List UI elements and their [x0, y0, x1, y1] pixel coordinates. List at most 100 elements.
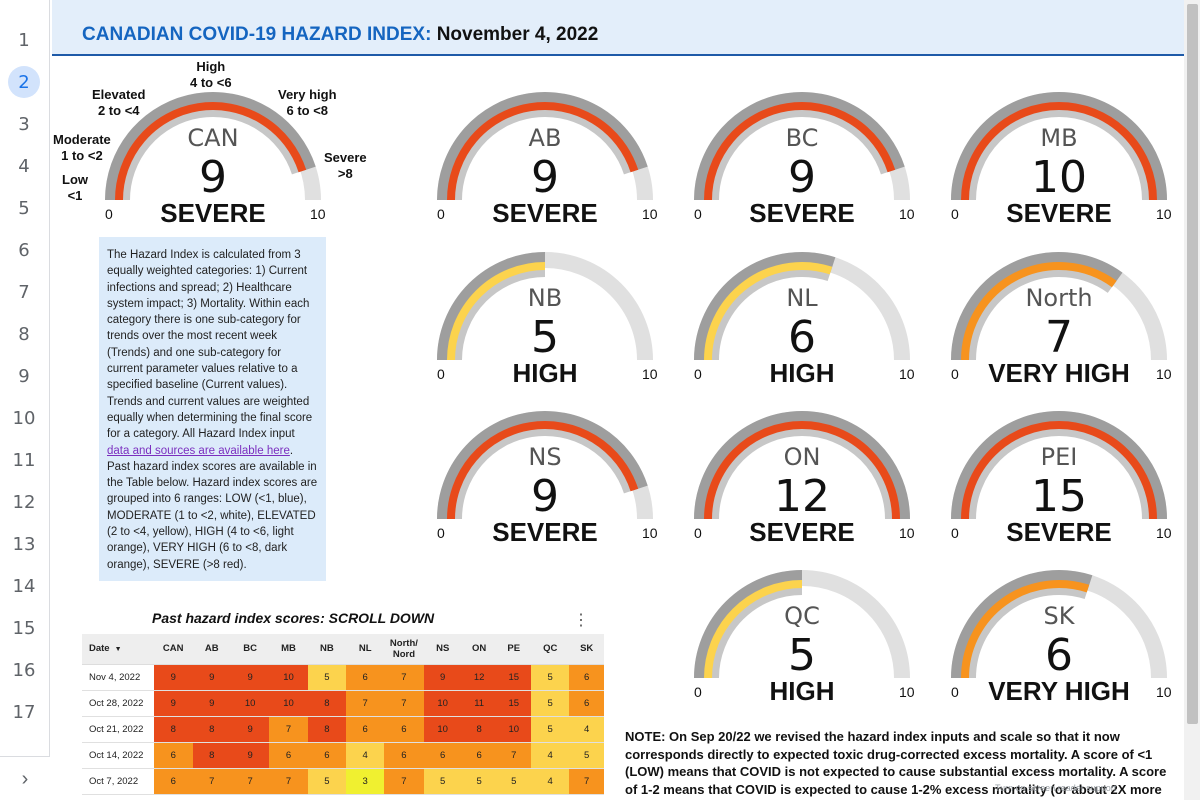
gauge-region-label: NB	[527, 284, 563, 312]
row-number-15[interactable]: 15	[12, 618, 36, 639]
gauge-max-label: 10	[899, 525, 915, 541]
column-header-sk[interactable]: SK	[569, 634, 604, 665]
column-header-date[interactable]: Date ▼	[82, 634, 154, 665]
score-cell	[230, 794, 270, 800]
date-cell: Oct 28, 2022	[82, 690, 154, 717]
row-number-5[interactable]: 5	[18, 198, 30, 219]
score-cell: 7	[569, 768, 604, 795]
row-number-2[interactable]: 2	[18, 72, 30, 93]
range-name: Moderate	[53, 132, 111, 147]
row-number-14[interactable]: 14	[12, 576, 36, 597]
gauge-track-inner	[709, 585, 803, 679]
row-number-6[interactable]: 6	[18, 240, 30, 261]
score-cell: 10	[423, 716, 462, 743]
row-number-12[interactable]: 12	[12, 492, 36, 513]
gauge-mb: MB 10 SEVERE 0 10	[944, 88, 1174, 248]
gauge-value-arc	[961, 580, 1090, 679]
row-number-11[interactable]: 11	[12, 450, 36, 471]
column-header-on[interactable]: ON	[461, 634, 497, 665]
score-cell: 9	[423, 664, 462, 691]
row-number-16[interactable]: 16	[12, 660, 36, 681]
gauge-hazard-level: HIGH	[769, 358, 835, 388]
score-cell: 8	[307, 690, 347, 717]
gauge-min-label: 0	[951, 206, 959, 222]
gauge-hazard-level: SEVERE	[492, 198, 598, 228]
score-cell: 4	[531, 768, 570, 795]
row-number-17[interactable]: 17	[12, 702, 36, 723]
gauge-hazard-level: HIGH	[769, 676, 835, 706]
column-header-nb[interactable]: NB	[307, 634, 347, 665]
gauge-track-inner	[452, 106, 634, 201]
score-cell: 4	[569, 716, 604, 743]
column-header-can[interactable]: CAN	[153, 634, 193, 665]
gauge-score-value: 5	[788, 630, 816, 681]
range-values: 1 to <2	[61, 148, 103, 163]
row-number-3[interactable]: 3	[18, 114, 30, 135]
gauge-track-outer	[951, 252, 1123, 361]
gauge-min-label: 0	[694, 684, 702, 700]
gauge-score-value: 10	[1031, 152, 1087, 203]
gauge-score-value: 12	[774, 471, 830, 522]
score-cell: 4	[531, 742, 570, 769]
gauge-region-label: MB	[1040, 124, 1078, 152]
row-number-1[interactable]: 1	[18, 30, 30, 51]
gauge-hazard-level: SEVERE	[749, 198, 855, 228]
row-number-9[interactable]: 9	[18, 366, 30, 387]
column-header-mb[interactable]: MB	[269, 634, 308, 665]
screen-reader-footer[interactable]: Turn on screen reader support	[995, 783, 1117, 793]
gauge-arc	[951, 92, 1167, 201]
gauge-region-label: CAN	[187, 124, 239, 152]
score-cell: 5	[531, 664, 570, 691]
column-header-bc[interactable]: BC	[230, 634, 270, 665]
score-cell: 8	[153, 716, 193, 743]
row-number-13[interactable]: 13	[12, 534, 36, 555]
vertical-scrollbar[interactable]	[1184, 0, 1200, 800]
score-cell: 5	[461, 768, 497, 795]
range-label-very-high: Very high 6 to <8	[278, 87, 337, 119]
score-cell: 7	[230, 768, 270, 795]
gauge-hazard-level: SEVERE	[160, 198, 266, 228]
score-cell: 6	[346, 716, 385, 743]
row-number-7[interactable]: 7	[18, 282, 30, 303]
data-sources-link[interactable]: data and sources are available here	[107, 444, 290, 457]
score-cell: 6	[346, 664, 385, 691]
gauge-track-inner	[452, 267, 546, 361]
row-number-8[interactable]: 8	[18, 324, 30, 345]
gauge-arc	[951, 252, 1167, 361]
gauge-track-inner	[709, 426, 895, 520]
gauge-value-arc	[961, 102, 1157, 201]
column-header-north-nord[interactable]: North/ Nord	[384, 634, 424, 665]
score-cell: 4	[346, 742, 385, 769]
score-cell: 5	[423, 768, 462, 795]
column-header-ns[interactable]: NS	[423, 634, 462, 665]
range-name: Severe	[324, 150, 367, 165]
gauge-score-value: 15	[1031, 471, 1087, 522]
column-header-ab[interactable]: AB	[192, 634, 231, 665]
gauge-arc	[694, 252, 910, 361]
gauge-score-value: 5	[531, 312, 559, 363]
gauge-score-value: 9	[531, 152, 559, 203]
gauge-score-value: 9	[788, 152, 816, 203]
expand-sidebar-button[interactable]: ›	[0, 756, 50, 800]
date-cell: Nov 4, 2022	[82, 664, 154, 691]
score-cell: 11	[461, 690, 497, 717]
score-cell: 9	[230, 716, 270, 743]
row-gutter: 1 2 3 4 5 6 7 8 9 10 11 12 13 14 15 16 17 ›	[0, 0, 50, 800]
sort-desc-icon[interactable]: ▼	[114, 646, 122, 654]
score-cell: 5	[531, 690, 570, 717]
range-label-severe: Severe >8	[324, 150, 367, 182]
column-header-nl[interactable]: NL	[346, 634, 385, 665]
gauge-on: ON 12 SEVERE 0 10	[687, 407, 917, 567]
column-header-qc[interactable]: QC	[531, 634, 570, 665]
row-number-4[interactable]: 4	[18, 156, 30, 177]
gauge-north: North 7 VERY HIGH 0 10	[944, 248, 1174, 408]
more-vert-icon[interactable]: ⋮	[573, 612, 589, 629]
hazard-index-description: The Hazard Index is calculated from 3 eq…	[99, 237, 326, 581]
gauge-min-label: 0	[694, 525, 702, 541]
date-cell: Oct 14, 2022	[82, 742, 154, 769]
gauge-max-label: 10	[1156, 684, 1172, 700]
row-number-10[interactable]: 10	[12, 408, 36, 429]
column-header-pe[interactable]: PE	[496, 634, 531, 665]
scrollbar-thumb[interactable]	[1187, 4, 1198, 724]
